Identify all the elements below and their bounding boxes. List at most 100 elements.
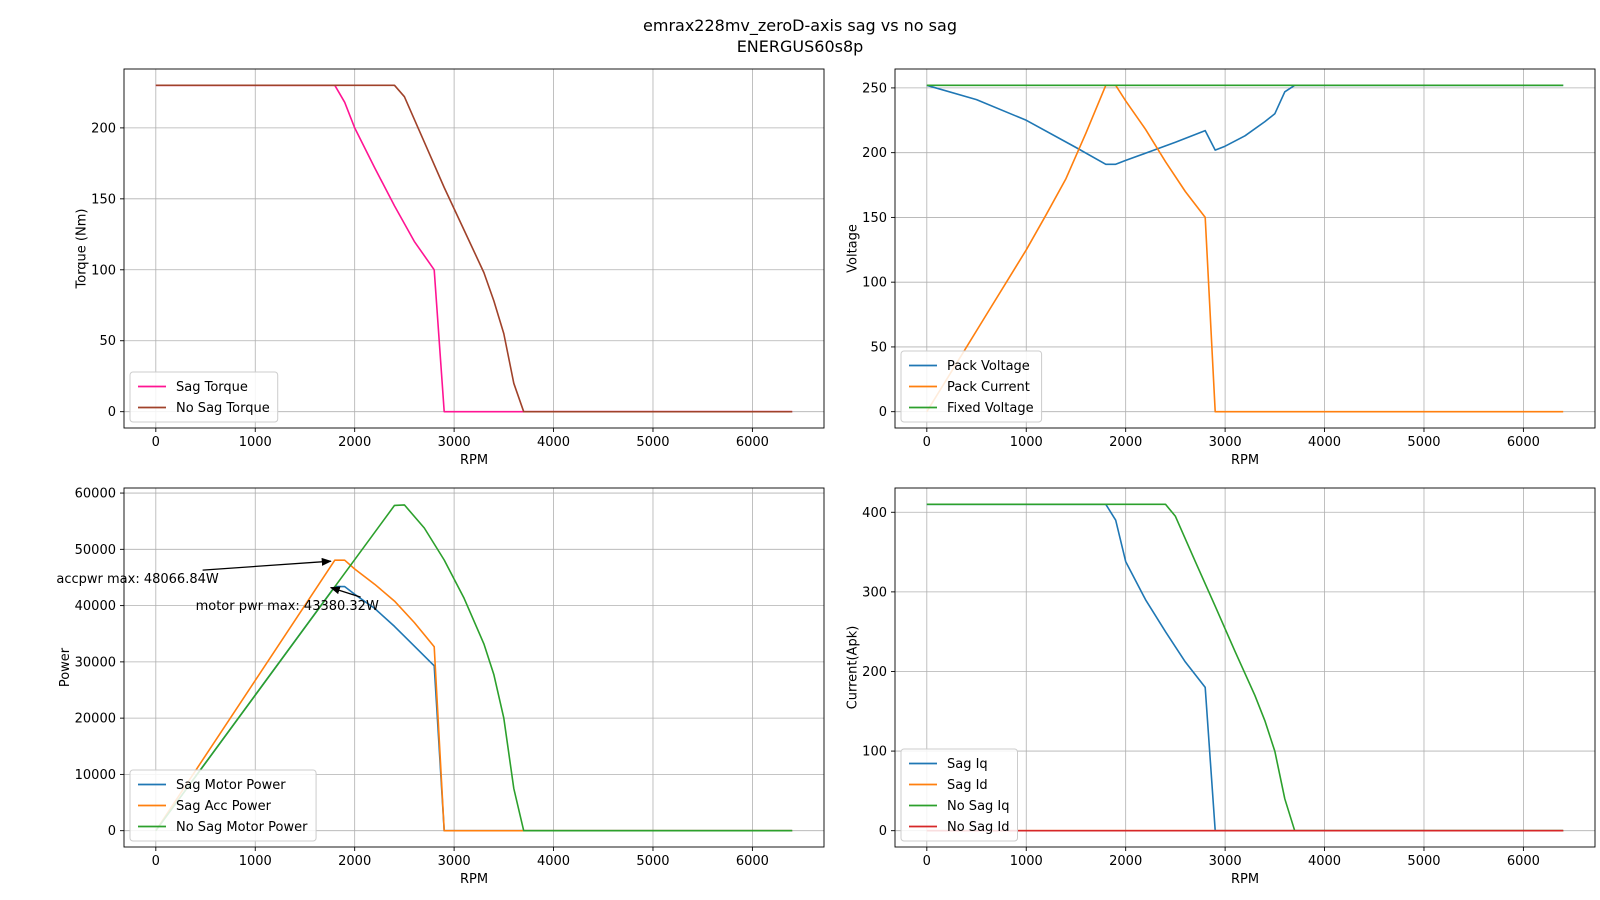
x-tick-label: 3000 [438, 854, 471, 869]
legend-label: No Sag Motor Power [176, 820, 308, 835]
x-tick-label: 1000 [1010, 435, 1043, 450]
x-tick-label: 4000 [537, 435, 570, 450]
series-lines [155, 504, 793, 832]
x-tick-label: 4000 [537, 854, 570, 869]
subplot-2: 0 1000 2000 3000 4000 5000 6000 0 50 100 150 200 250… [845, 68, 1596, 468]
legend-label: Sag Acc Power [176, 799, 272, 814]
y-tick-label: 40000 [75, 599, 116, 614]
legend-label: Sag Torque [176, 380, 248, 395]
x-tick-label: 4000 [1308, 435, 1341, 450]
figure-subtitle: ENERGUS60s8p [736, 37, 864, 56]
y-tick-label: 0 [108, 405, 116, 420]
legend: Sag Iq Sag Id No Sag Iq No Sag Id [900, 748, 1018, 842]
y-tick-label: 300 [862, 585, 887, 600]
y-tick-label: 50 [99, 334, 116, 349]
legend-label: Sag Motor Power [176, 778, 286, 793]
y-tick-label: 20000 [75, 712, 116, 727]
x-tick-label: 5000 [636, 435, 669, 450]
x-tick-label: 0 [923, 435, 931, 450]
series-lines [926, 84, 1564, 413]
annotation-arrow [202, 557, 332, 571]
x-tick-label: 5000 [1407, 435, 1440, 450]
y-tick-label: 50000 [75, 543, 116, 558]
legend-frame [129, 769, 317, 842]
y-tick-label: 0 [879, 405, 887, 420]
legend-label: No Sag Iq [947, 799, 1010, 814]
annotation-arrow [329, 586, 361, 598]
y-tick-label: 250 [862, 81, 887, 96]
x-tick-label: 2000 [338, 435, 371, 450]
x-tick-label: 0 [923, 854, 931, 869]
subplot-4: 0 1000 2000 3000 4000 5000 6000 0 100 200 300 400 RP… [845, 487, 1596, 887]
legend: Sag Torque No Sag Torque [129, 371, 279, 423]
series-line-no-sag-iq [926, 503, 1564, 832]
y-tick-label: 10000 [75, 768, 116, 783]
x-tick-label: 3000 [1209, 854, 1242, 869]
x-tick-label: 4000 [1308, 854, 1341, 869]
axes-frame [894, 68, 1596, 429]
y-tick-label: 60000 [75, 487, 116, 502]
x-tick-label: 5000 [1407, 854, 1440, 869]
x-axis-label: RPM [460, 453, 488, 468]
x-tick-label: 6000 [736, 435, 769, 450]
series-line-no-sag-motor-power [155, 504, 793, 832]
x-axis-label: RPM [460, 872, 488, 887]
x-tick-label: 1000 [239, 854, 272, 869]
x-tick-label: 3000 [1209, 435, 1242, 450]
annotation-text: motor pwr max: 43380.32W [196, 599, 379, 614]
x-tick-label: 0 [152, 435, 160, 450]
legend-label: No Sag Torque [176, 401, 270, 416]
y-tick-label: 0 [108, 824, 116, 839]
x-tick-label: 6000 [736, 854, 769, 869]
y-axis-label: Voltage [845, 224, 860, 273]
subplot-1: 0 1000 2000 3000 4000 5000 6000 0 50 100 150 200 RPM… [74, 68, 825, 468]
x-tick-label: 0 [152, 854, 160, 869]
legend-label: Sag Id [947, 778, 988, 793]
y-tick-label: 0 [879, 824, 887, 839]
x-axis-label: RPM [1231, 872, 1259, 887]
x-tick-label: 3000 [438, 435, 471, 450]
legend-label: Sag Iq [947, 757, 988, 772]
x-tick-label: 2000 [338, 854, 371, 869]
y-tick-label: 100 [91, 263, 116, 278]
series-line-pack-voltage [926, 84, 1564, 166]
legend-label: Pack Current [947, 380, 1030, 395]
series-lines [155, 84, 793, 413]
y-tick-label: 400 [862, 506, 887, 521]
y-axis-label: Torque (Nm) [74, 209, 89, 290]
series-line-sag-acc-power [155, 559, 793, 832]
figure-title: emrax228mv_zeroD-axis sag vs no sag [643, 16, 957, 35]
legend-label: No Sag Id [947, 820, 1010, 835]
y-tick-label: 100 [862, 276, 887, 291]
x-tick-label: 1000 [1010, 854, 1043, 869]
x-tick-label: 2000 [1109, 435, 1142, 450]
y-tick-label: 30000 [75, 655, 116, 670]
legend-frame [129, 371, 279, 423]
legend-frame [900, 350, 1043, 423]
legend-label: Pack Voltage [947, 359, 1030, 374]
y-axis-label: Power [58, 647, 73, 687]
y-tick-label: 100 [862, 745, 887, 760]
legend-label: Fixed Voltage [947, 401, 1034, 416]
series-line-sag-iq [926, 503, 1564, 832]
axes-frame [123, 487, 825, 848]
y-tick-label: 50 [870, 340, 887, 355]
legend: Sag Motor Power Sag Acc Power No Sag Motor… [129, 769, 317, 842]
series-line-sag-torque [155, 84, 793, 413]
y-tick-label: 200 [91, 121, 116, 136]
legend-frame [900, 748, 1018, 842]
x-tick-label: 1000 [239, 435, 272, 450]
x-tick-label: 6000 [1507, 435, 1540, 450]
axes-frame [123, 68, 825, 429]
x-tick-label: 5000 [636, 854, 669, 869]
y-tick-label: 150 [862, 211, 887, 226]
y-tick-label: 150 [91, 192, 116, 207]
x-tick-label: 2000 [1109, 854, 1142, 869]
series-line-no-sag-torque [155, 84, 793, 413]
y-tick-label: 200 [862, 665, 887, 680]
x-tick-label: 6000 [1507, 854, 1540, 869]
y-axis-label: Current(Apk) [845, 626, 860, 710]
y-tick-label: 200 [862, 146, 887, 161]
